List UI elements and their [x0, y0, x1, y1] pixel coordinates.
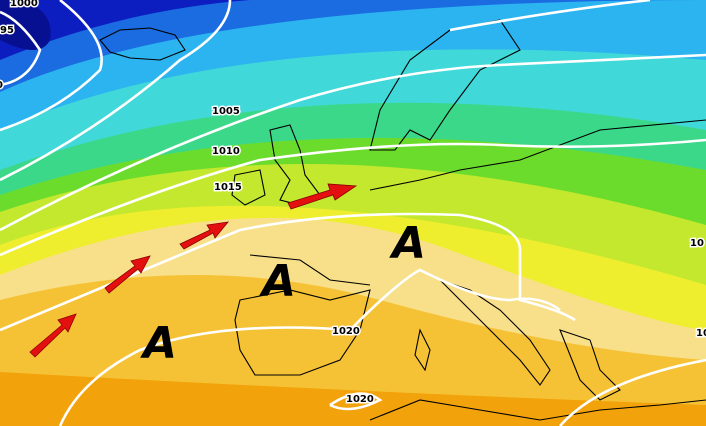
isobar-label: 10: [690, 238, 704, 249]
high-pressure-center: A: [389, 218, 426, 269]
isobar-label: 10: [696, 328, 706, 339]
flow-arrows: [29, 183, 358, 358]
isobar-label: 1010: [212, 146, 240, 157]
isobar-label: 0: [0, 80, 3, 91]
high-pressure-center: A: [140, 318, 177, 369]
isobar-label: 1020: [346, 394, 374, 405]
high-pressure-center: A: [259, 256, 296, 307]
isobar-label: 1005: [212, 106, 240, 117]
isobar-label: 1020: [332, 326, 360, 337]
isobar-label: 1015: [214, 182, 242, 193]
isobar-label: 1000: [10, 0, 38, 9]
isobar-label: 95: [0, 25, 14, 36]
